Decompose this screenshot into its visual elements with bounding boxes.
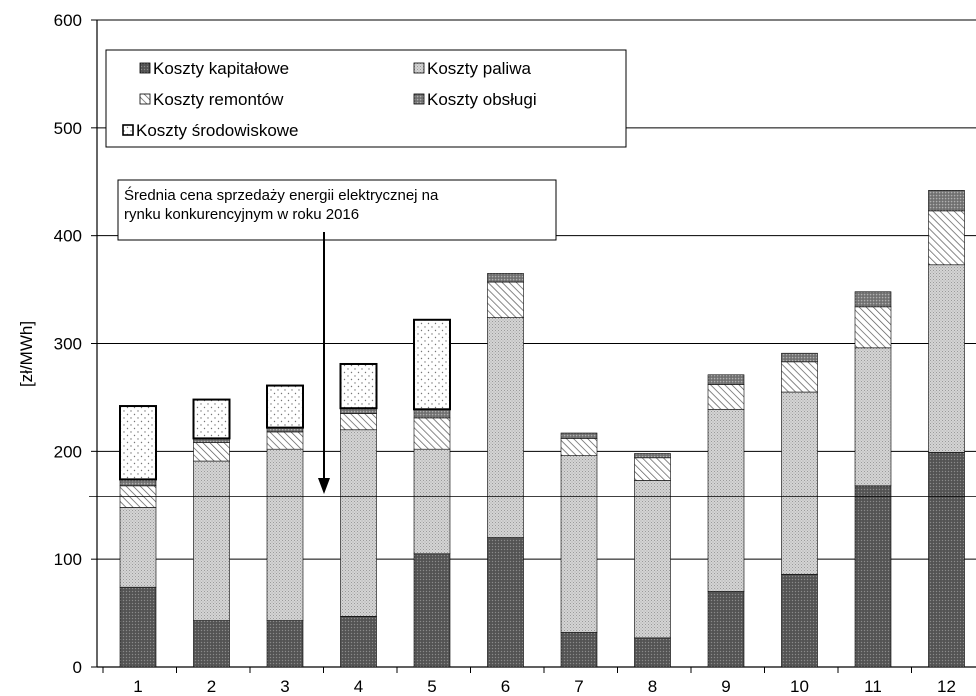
bar-segment-3-cat-12 — [928, 210, 965, 266]
bar-segment-2-cat-3 — [266, 448, 304, 621]
bar-segment-1-cat-1 — [119, 586, 157, 668]
y-tick-label: 200 — [54, 442, 82, 461]
bar-segment-1-cat-10 — [781, 573, 818, 668]
bar-segment-1-cat-2 — [193, 620, 230, 668]
bar-segment-1-cat-4 — [340, 616, 377, 668]
bar-segment-1-cat-8 — [634, 637, 671, 668]
x-tick-label: 3 — [280, 677, 289, 696]
legend-item-remontow: Koszty remontów — [139, 90, 284, 109]
legend-item-paliwa: Koszty paliwa — [413, 59, 531, 78]
x-tick-label: 5 — [427, 677, 436, 696]
bar-segment-2-cat-6 — [487, 317, 524, 538]
x-tick-label: 12 — [937, 677, 956, 696]
bar-segment-5-cat-3 — [266, 384, 304, 429]
bar-segment-5-cat-5 — [413, 318, 451, 411]
legend-swatch-paliwa — [413, 62, 425, 74]
y-tick-label: 0 — [73, 658, 82, 677]
bar-segment-3-cat-7 — [560, 438, 598, 456]
x-tick-label: 9 — [721, 677, 730, 696]
x-tick-label: 1 — [133, 677, 142, 696]
y-tick-label: 300 — [54, 335, 82, 354]
bar-segment-2-cat-10 — [781, 391, 818, 575]
bar-segment-5-cat-1 — [119, 405, 157, 481]
bars — [119, 190, 965, 668]
bar-segment-3-cat-8 — [634, 457, 671, 481]
legend-swatch-srodowiskowe — [122, 124, 134, 136]
axes — [91, 19, 976, 673]
annotation-box — [117, 179, 557, 241]
bar-segment-2-cat-2 — [193, 460, 230, 621]
y-tick-label: 600 — [54, 11, 82, 30]
bar-segment-1-cat-5 — [413, 553, 451, 668]
bar-segment-2-cat-5 — [413, 448, 451, 555]
bar-segment-3-cat-3 — [266, 431, 304, 450]
bar-segment-3-cat-10 — [781, 361, 818, 393]
legend-item-kapitalowe: Koszty kapitałowe — [139, 59, 289, 78]
legend-swatch-remontow — [139, 93, 151, 105]
legend-swatch-kapitalowe — [139, 62, 151, 74]
bar-segment-4-cat-8 — [634, 453, 671, 459]
x-tick-label: 7 — [574, 677, 583, 696]
bar-segment-4-cat-11 — [854, 291, 892, 308]
legend: Koszty kapitałowe Koszty paliwa Koszty r… — [105, 49, 627, 148]
annotation: Średnia cena sprzedaży energii elektrycz… — [117, 179, 557, 494]
bar-segment-3-cat-2 — [193, 442, 230, 462]
x-tick-label: 6 — [501, 677, 510, 696]
bar-segment-1-cat-7 — [560, 632, 598, 668]
legend-label-remontow: Koszty remontów — [153, 90, 284, 109]
bar-segment-2-cat-11 — [854, 347, 892, 487]
legend-box — [105, 49, 627, 148]
bar-segment-4-cat-7 — [560, 432, 598, 439]
bar-segment-4-cat-9 — [707, 374, 745, 385]
bar-segment-3-cat-4 — [340, 413, 377, 431]
bar-segment-5-cat-2 — [192, 398, 231, 440]
bar-segment-2-cat-1 — [119, 507, 157, 588]
legend-label-obslugi: Koszty obsługi — [427, 90, 537, 109]
bar-segment-3-cat-11 — [854, 306, 892, 349]
legend-label-paliwa: Koszty paliwa — [427, 59, 531, 78]
legend-item-srodowiskowe: Koszty środowiskowe — [122, 121, 299, 140]
bar-segment-3-cat-6 — [487, 281, 524, 318]
legend-item-obslugi: Koszty obsługi — [413, 90, 537, 109]
bar-segment-3-cat-5 — [413, 417, 451, 450]
bar-segment-1-cat-11 — [854, 485, 892, 668]
legend-label-srodowiskowe: Koszty środowiskowe — [136, 121, 299, 140]
y-axis-title: [zł/MWh] — [17, 321, 36, 387]
x-tick-label: 10 — [790, 677, 809, 696]
bar-segment-2-cat-4 — [340, 429, 377, 617]
x-tick-label: 4 — [354, 677, 363, 696]
bar-segment-2-cat-7 — [560, 455, 598, 633]
legend-label-kapitalowe: Koszty kapitałowe — [153, 59, 289, 78]
bar-segment-2-cat-9 — [707, 408, 745, 592]
annotation-line-2: rynku konkurencyjnym w roku 2016 — [124, 206, 359, 223]
bar-segment-5-cat-4 — [339, 362, 378, 410]
bar-segment-2-cat-12 — [928, 264, 965, 453]
bar-segment-1-cat-9 — [707, 591, 745, 668]
y-tick-label: 100 — [54, 550, 82, 569]
annotation-line-1: Średnia cena sprzedaży energii elektrycz… — [124, 186, 439, 204]
bar-segment-1-cat-12 — [928, 452, 965, 668]
annotation-text: Średnia cena sprzedaży energii elektrycz… — [124, 186, 443, 223]
bar-segment-4-cat-5 — [413, 408, 451, 419]
bar-segment-1-cat-6 — [487, 537, 524, 668]
bar-segment-4-cat-10 — [781, 352, 818, 363]
x-tick-label: 8 — [648, 677, 657, 696]
bar-segment-3-cat-9 — [707, 384, 745, 410]
y-tick-label: 500 — [54, 119, 82, 138]
x-tick-label: 11 — [864, 677, 882, 696]
bar-segment-1-cat-3 — [266, 620, 304, 668]
bar-segment-2-cat-8 — [634, 480, 671, 639]
x-tick-label: 2 — [207, 677, 216, 696]
legend-swatch-obslugi — [413, 93, 425, 105]
bar-segment-4-cat-6 — [487, 273, 524, 283]
bar-segment-4-cat-12 — [928, 190, 965, 212]
annotation-arrowhead — [318, 478, 330, 494]
y-tick-label: 400 — [54, 227, 82, 246]
